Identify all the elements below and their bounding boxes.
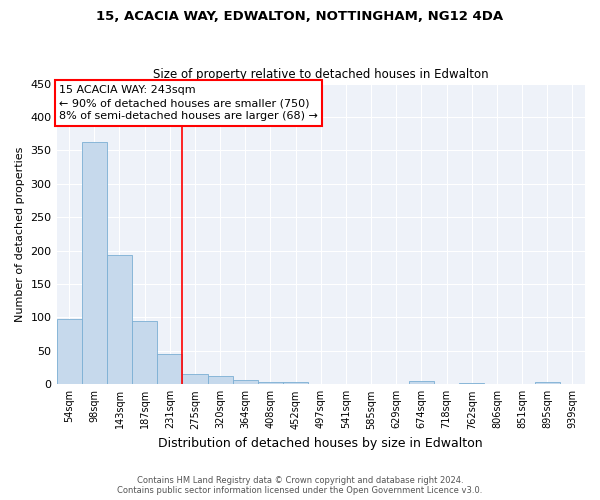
Bar xyxy=(409,381,434,384)
Text: 15, ACACIA WAY, EDWALTON, NOTTINGHAM, NG12 4DA: 15, ACACIA WAY, EDWALTON, NOTTINGHAM, NG… xyxy=(97,10,503,23)
X-axis label: Distribution of detached houses by size in Edwalton: Distribution of detached houses by size … xyxy=(158,437,483,450)
Text: Contains HM Land Registry data © Crown copyright and database right 2024.
Contai: Contains HM Land Registry data © Crown c… xyxy=(118,476,482,495)
Bar xyxy=(459,383,484,384)
Bar xyxy=(107,256,132,384)
Bar xyxy=(157,354,182,384)
Bar xyxy=(82,142,107,384)
Bar xyxy=(182,374,208,384)
Bar xyxy=(283,382,308,384)
Bar xyxy=(208,376,233,384)
Bar xyxy=(233,380,258,384)
Title: Size of property relative to detached houses in Edwalton: Size of property relative to detached ho… xyxy=(153,68,488,81)
Text: 15 ACACIA WAY: 243sqm
← 90% of detached houses are smaller (750)
8% of semi-deta: 15 ACACIA WAY: 243sqm ← 90% of detached … xyxy=(59,85,318,122)
Bar xyxy=(535,382,560,384)
Bar xyxy=(258,382,283,384)
Bar xyxy=(56,320,82,384)
Y-axis label: Number of detached properties: Number of detached properties xyxy=(15,146,25,322)
Bar xyxy=(132,322,157,384)
